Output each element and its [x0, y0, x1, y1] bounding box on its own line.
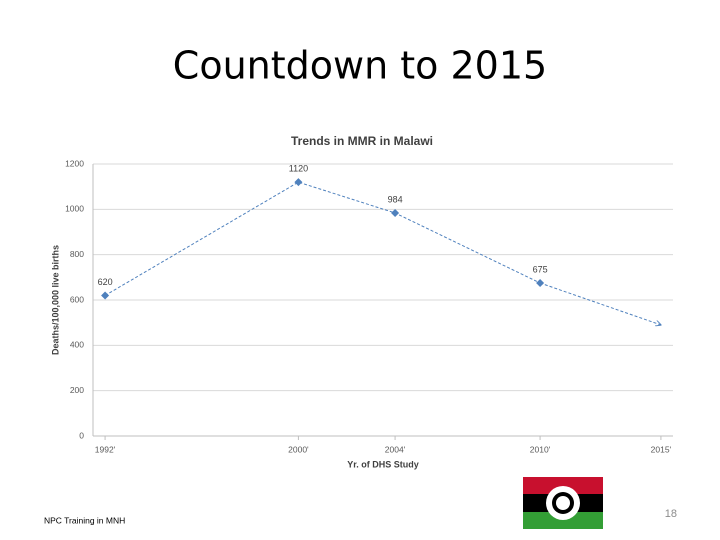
y-tick-label: 800 [70, 249, 84, 259]
y-axis-title: Deaths/100,000 live births [50, 245, 60, 355]
flag-stripe [523, 477, 603, 494]
y-tick-label: 0 [79, 430, 84, 440]
projection-line [539, 282, 661, 325]
x-axis-title: Yr. of DHS Study [347, 459, 419, 469]
chart-title: Trends in MMR in Malawi [291, 134, 433, 148]
y-tick-label: 600 [70, 294, 84, 304]
flag [523, 477, 603, 529]
y-tick-label: 200 [70, 385, 84, 395]
data-point [294, 178, 303, 187]
series-line [104, 181, 541, 296]
x-tick-label: 2000' [288, 444, 309, 454]
y-tick-label: 400 [70, 340, 84, 350]
footer: NPC Training in MNH [44, 515, 125, 525]
x-tick-label: 2004' [385, 444, 406, 454]
data-point [536, 279, 545, 287]
slide-title: Countdown to 2015 [173, 44, 547, 88]
data-label: 620 [98, 277, 113, 287]
flag-stripe [523, 512, 603, 529]
data-label: 1120 [289, 164, 308, 174]
data-point [101, 291, 110, 300]
x-tick-label: 2010' [530, 444, 551, 454]
x-tick-label: 1992' [95, 444, 116, 454]
data-point [391, 208, 400, 217]
data-label: 984 [388, 194, 403, 204]
x-tick-label: 2015' [651, 444, 672, 454]
data-label: 675 [533, 264, 548, 274]
flag-emblem [556, 496, 570, 510]
page-number: 18 [665, 508, 677, 520]
y-tick-label: 1200 [65, 158, 84, 168]
y-tick-label: 1000 [65, 204, 84, 214]
